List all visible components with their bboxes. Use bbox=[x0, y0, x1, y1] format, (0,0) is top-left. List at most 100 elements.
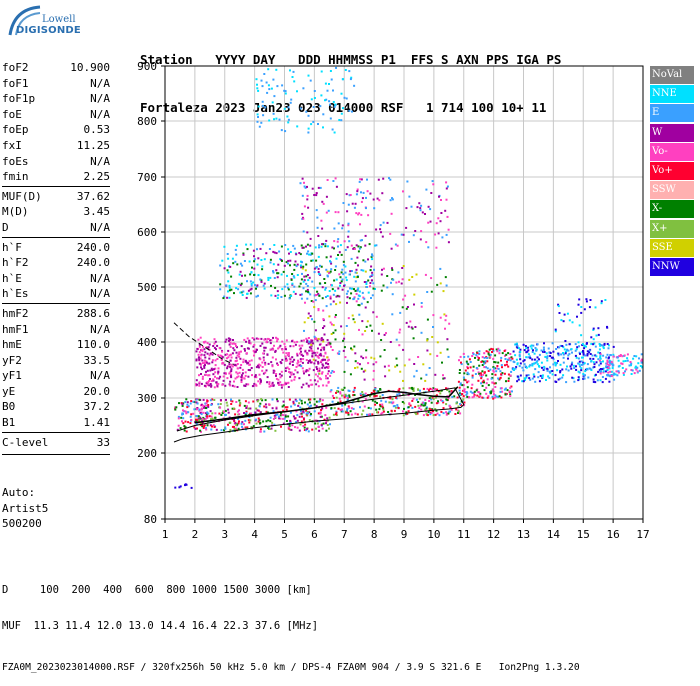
echo-point bbox=[228, 354, 231, 357]
echo-point bbox=[527, 374, 530, 377]
echo-point bbox=[389, 199, 392, 202]
echo-point bbox=[273, 344, 275, 347]
echo-point bbox=[241, 274, 243, 277]
echo-point bbox=[288, 370, 290, 373]
echo-point bbox=[253, 382, 256, 385]
param-row: hmF2 288.6 bbox=[2, 306, 110, 322]
echo-point bbox=[227, 423, 229, 426]
echo-point bbox=[320, 245, 323, 248]
echo-point bbox=[318, 372, 321, 375]
echo-point bbox=[296, 274, 299, 276]
echo-point bbox=[427, 205, 430, 208]
echo-point bbox=[362, 296, 365, 299]
echo-point bbox=[200, 413, 203, 416]
echo-point bbox=[601, 376, 604, 378]
echo-point bbox=[217, 372, 219, 375]
echo-point bbox=[302, 265, 305, 268]
echo-point bbox=[540, 349, 543, 352]
echo-point bbox=[255, 418, 257, 421]
echo-point bbox=[205, 415, 208, 418]
echo-point bbox=[196, 347, 199, 350]
echo-point bbox=[239, 291, 242, 294]
echo-point bbox=[492, 366, 495, 369]
echo-point bbox=[513, 369, 515, 371]
echo-point bbox=[267, 68, 270, 71]
echo-point bbox=[486, 360, 489, 363]
echo-point bbox=[626, 359, 629, 362]
echo-point bbox=[348, 406, 351, 409]
echo-point bbox=[230, 403, 233, 405]
echo-point bbox=[296, 362, 299, 365]
echo-point bbox=[277, 294, 280, 297]
param-value: 20.0 bbox=[83, 384, 111, 398]
echo-point bbox=[323, 278, 326, 280]
echo-point bbox=[275, 373, 278, 375]
echo-point bbox=[228, 286, 231, 289]
echo-point bbox=[294, 426, 296, 429]
echo-point bbox=[434, 408, 437, 411]
echo-point bbox=[583, 362, 586, 365]
echo-point bbox=[398, 280, 400, 283]
echo-point bbox=[310, 361, 312, 364]
echo-point bbox=[250, 271, 253, 274]
legend-entry: NNW bbox=[650, 257, 694, 276]
echo-point bbox=[592, 366, 595, 369]
echo-point bbox=[256, 400, 259, 403]
echo-point bbox=[425, 188, 428, 191]
echo-point bbox=[328, 290, 331, 292]
echo-point bbox=[187, 421, 190, 424]
echo-point bbox=[508, 357, 511, 360]
echo-point bbox=[362, 269, 365, 272]
echo-point bbox=[302, 417, 305, 420]
echo-point bbox=[447, 412, 450, 415]
echo-point bbox=[370, 356, 373, 359]
echo-point bbox=[276, 338, 279, 341]
echo-point bbox=[424, 213, 426, 215]
echo-point bbox=[419, 404, 422, 407]
echo-point bbox=[294, 260, 297, 263]
echo-point bbox=[371, 294, 374, 297]
echo-point bbox=[431, 180, 434, 183]
echo-point bbox=[233, 292, 235, 295]
echo-point bbox=[367, 279, 370, 282]
echo-point bbox=[365, 283, 368, 285]
echo-point bbox=[336, 352, 339, 355]
echo-point bbox=[287, 381, 290, 384]
echo-point bbox=[334, 316, 337, 319]
echo-point bbox=[324, 351, 327, 354]
echo-point bbox=[302, 246, 305, 249]
echo-point bbox=[405, 411, 408, 414]
echo-point bbox=[367, 291, 370, 294]
echo-point bbox=[226, 404, 229, 407]
echo-point bbox=[225, 401, 228, 404]
echo-point bbox=[317, 255, 320, 258]
echo-point bbox=[464, 379, 467, 382]
echo-point bbox=[257, 337, 260, 340]
echo-point bbox=[630, 364, 632, 367]
echo-point bbox=[441, 361, 443, 364]
echo-point bbox=[229, 359, 232, 362]
echo-point bbox=[372, 363, 375, 366]
echo-point bbox=[389, 178, 392, 181]
echo-point bbox=[618, 364, 621, 367]
param-value: N/A bbox=[90, 107, 110, 121]
echo-point bbox=[557, 360, 559, 362]
echo-point bbox=[255, 337, 258, 340]
echo-point bbox=[578, 298, 581, 301]
echo-point bbox=[247, 375, 250, 378]
echo-point bbox=[609, 370, 612, 373]
echo-point bbox=[337, 245, 339, 248]
echo-point bbox=[216, 358, 219, 360]
echo-point bbox=[621, 367, 624, 369]
echo-point bbox=[296, 426, 299, 429]
echo-point bbox=[380, 412, 383, 415]
echo-point bbox=[213, 386, 216, 389]
echo-point bbox=[235, 356, 238, 359]
echo-point bbox=[288, 368, 291, 371]
echo-point bbox=[275, 358, 277, 361]
echo-point bbox=[276, 85, 279, 88]
echo-point bbox=[249, 342, 252, 345]
echo-point bbox=[504, 387, 507, 390]
echo-point bbox=[529, 357, 532, 360]
echo-point bbox=[307, 369, 310, 372]
